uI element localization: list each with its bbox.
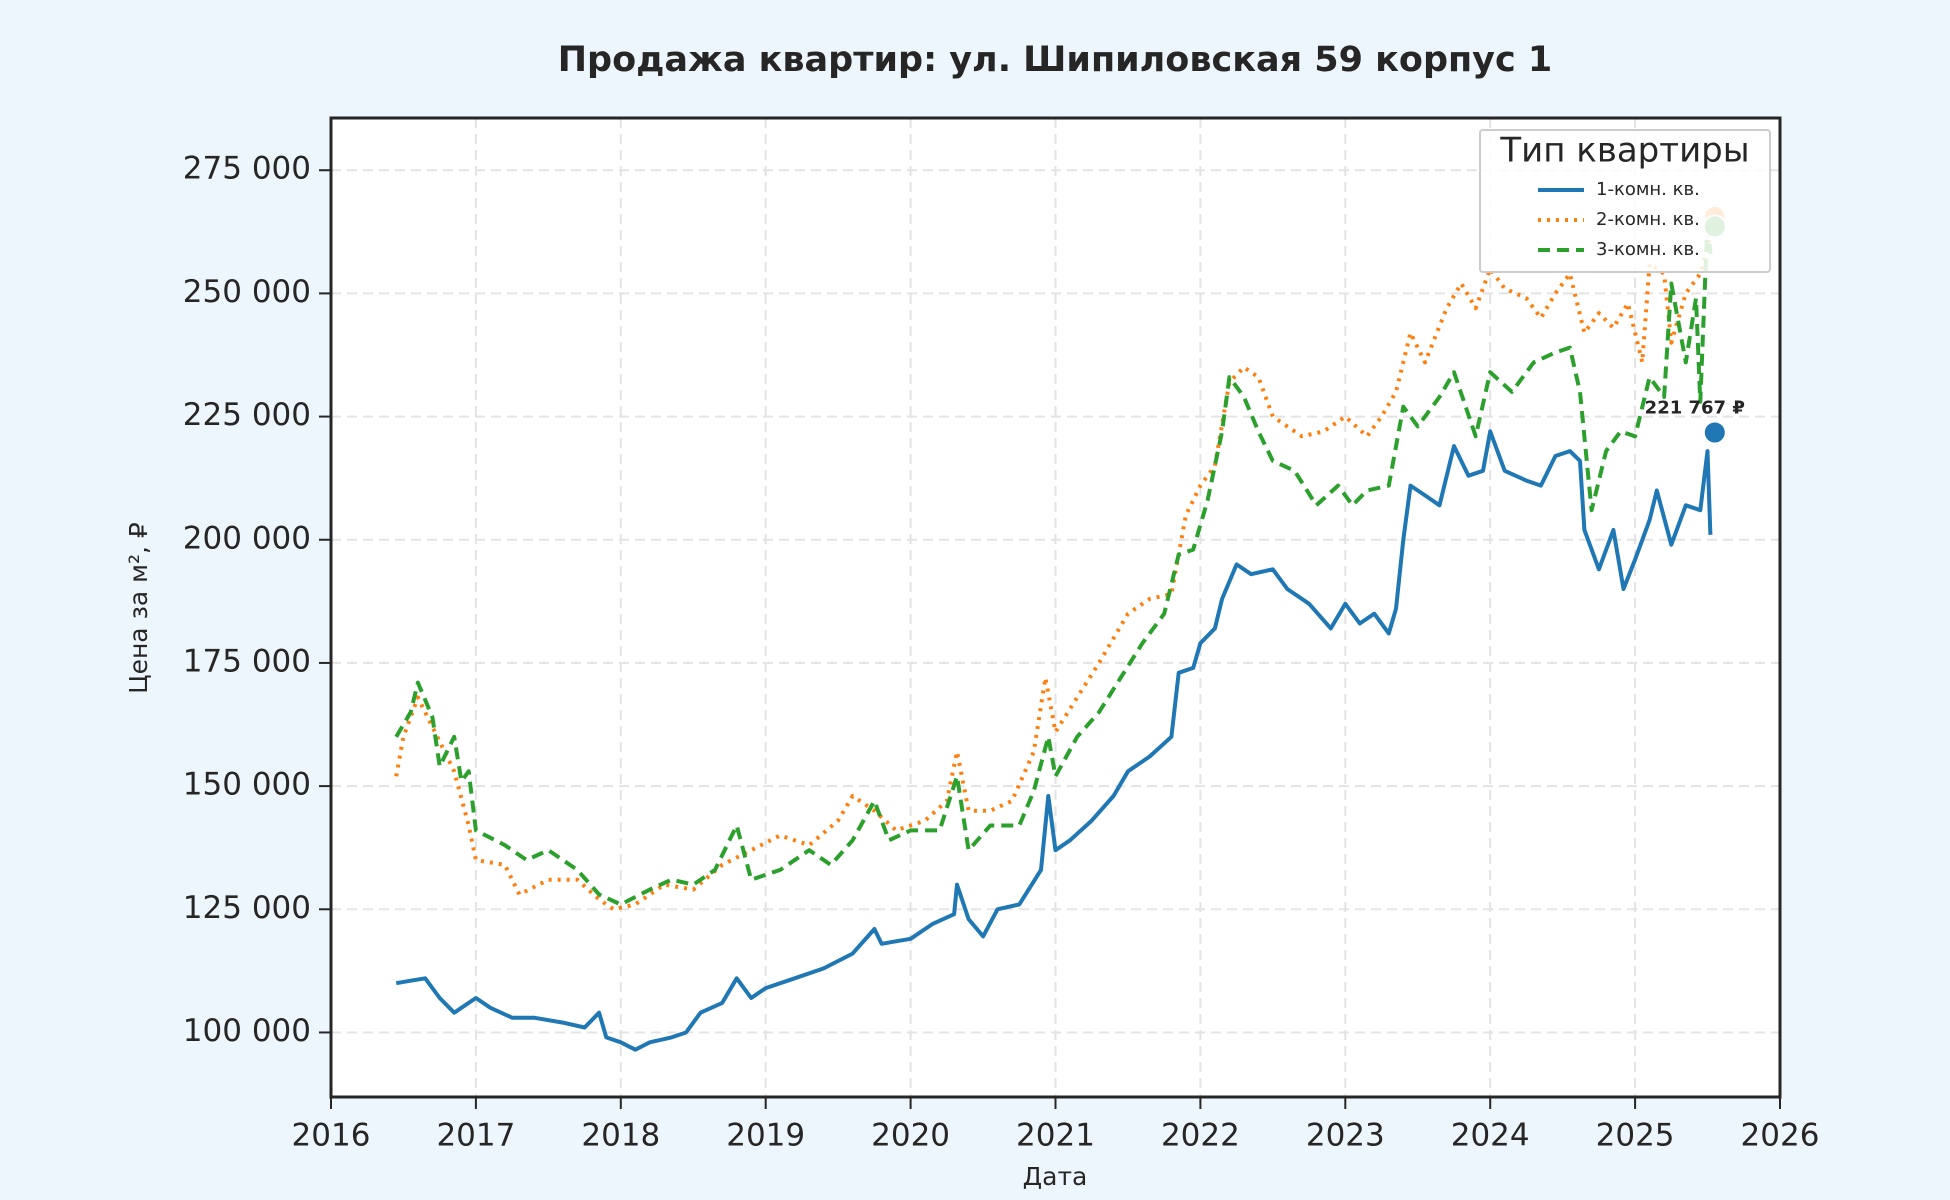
legend-title: Тип квартиры xyxy=(1499,131,1749,171)
x-tick-label: 2020 xyxy=(871,1118,950,1154)
x-tick-label: 2026 xyxy=(1741,1118,1820,1154)
end-point-label: 221 767 ₽ xyxy=(1645,398,1745,419)
y-tick-label: 125 000 xyxy=(183,890,311,926)
y-tick-label: 100 000 xyxy=(183,1013,311,1049)
legend-label: 2-комн. кв. xyxy=(1596,209,1700,230)
series-line xyxy=(394,233,1713,912)
legend-box xyxy=(1479,129,1771,273)
x-tick-label: 2021 xyxy=(1016,1118,1095,1154)
x-tick-label: 2024 xyxy=(1451,1118,1530,1154)
y-tick-label: 275 000 xyxy=(183,151,311,187)
y-tick-label: 150 000 xyxy=(183,767,311,803)
x-tick-label: 2019 xyxy=(726,1118,805,1154)
y-tick-label: 200 000 xyxy=(183,520,311,556)
x-tick-label: 2017 xyxy=(436,1118,515,1154)
x-tick-label: 2018 xyxy=(581,1118,660,1154)
legend: Тип квартиры 1-комн. кв. 2-комн. кв. 3-комн… xyxy=(1479,129,1771,273)
y-tick-label: 175 000 xyxy=(183,643,311,679)
y-tick-label: 225 000 xyxy=(183,397,311,433)
end-point xyxy=(1702,420,1727,445)
x-tick-label: 2025 xyxy=(1596,1118,1675,1154)
x-tick-label: 2016 xyxy=(292,1118,371,1154)
y-tick-label: 250 000 xyxy=(183,274,311,310)
x-tick-label: 2023 xyxy=(1306,1118,1385,1154)
x-axis-label: Дата xyxy=(1023,1162,1088,1191)
series-line xyxy=(394,217,1713,907)
legend-label: 1-комн. кв. xyxy=(1596,179,1700,200)
y-axis-label: Цена за м², ₽ xyxy=(124,522,153,694)
chart-title: Продажа квартир: ул. Шипиловская 59 корп… xyxy=(558,40,1553,80)
x-tick-label: 2022 xyxy=(1161,1118,1240,1154)
legend-label: 3-комн. кв. xyxy=(1596,239,1700,260)
series-line xyxy=(395,429,1713,1052)
plot-frame xyxy=(329,116,1782,1099)
